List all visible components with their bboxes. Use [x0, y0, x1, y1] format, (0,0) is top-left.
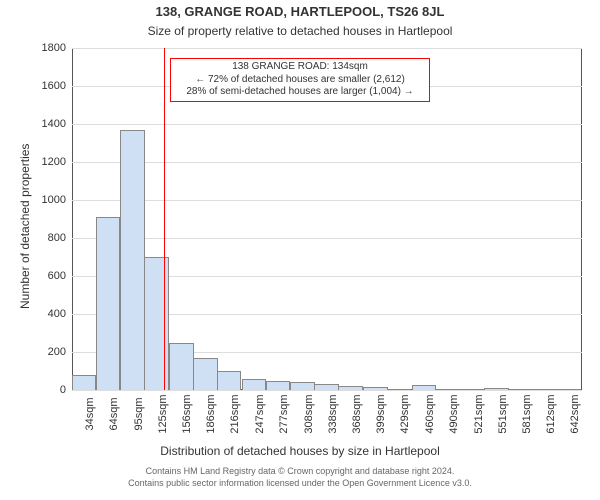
x-tick-label: 308sqm — [299, 394, 315, 433]
x-tick-label: 338sqm — [323, 394, 339, 433]
y-tick-label: 800 — [48, 232, 72, 244]
x-tick-label: 399sqm — [371, 394, 387, 433]
x-tick-label: 429sqm — [395, 394, 411, 433]
footer-line-2: Contains public sector information licen… — [0, 478, 600, 488]
y-tick-label: 600 — [48, 270, 72, 282]
gridline-h — [72, 200, 582, 201]
x-tick-label: 521sqm — [469, 394, 485, 433]
bar — [508, 389, 533, 390]
x-tick-label: 95sqm — [129, 397, 145, 430]
x-tick-label: 125sqm — [153, 394, 169, 433]
x-axis-label: Distribution of detached houses by size … — [0, 444, 600, 458]
x-tick-label: 612sqm — [541, 394, 557, 433]
gridline-h — [72, 162, 582, 163]
chart-subtitle: Size of property relative to detached ho… — [0, 24, 600, 38]
chart-title: 138, GRANGE ROAD, HARTLEPOOL, TS26 8JL — [0, 4, 600, 19]
x-tick-label: 186sqm — [201, 394, 217, 433]
bar — [436, 389, 461, 390]
y-axis-label: Number of detached properties — [18, 144, 32, 309]
x-tick-label: 277sqm — [274, 394, 290, 433]
bar — [242, 379, 267, 390]
footer-line-1: Contains HM Land Registry data © Crown c… — [0, 466, 600, 476]
y-tick-label: 200 — [48, 346, 72, 358]
bar — [169, 343, 194, 391]
bar — [96, 217, 121, 390]
y-tick-label: 400 — [48, 308, 72, 320]
x-tick-label: 64sqm — [104, 397, 120, 430]
bar — [484, 388, 509, 390]
bar — [412, 385, 437, 390]
gridline-h — [72, 124, 582, 125]
gridline-h — [72, 390, 582, 391]
x-tick-label: 34sqm — [80, 397, 96, 430]
x-tick-label: 490sqm — [444, 394, 460, 433]
bar — [557, 389, 582, 390]
x-tick-label: 581sqm — [517, 394, 533, 433]
plot-area: 02004006008001000120014001600180034sqm64… — [72, 48, 582, 390]
bar — [460, 389, 485, 390]
gridline-h — [72, 48, 582, 49]
bar — [338, 386, 363, 390]
gridline-h — [72, 238, 582, 239]
annotation-line: ← 72% of detached houses are smaller (2,… — [177, 74, 423, 87]
x-tick-label: 216sqm — [225, 394, 241, 433]
bar — [193, 358, 218, 390]
bar — [290, 382, 315, 390]
y-tick-label: 1000 — [42, 194, 72, 206]
x-tick-label: 551sqm — [493, 394, 509, 433]
bar — [314, 384, 339, 390]
x-tick-label: 642sqm — [565, 394, 581, 433]
chart-container: { "title": "138, GRANGE ROAD, HARTLEPOOL… — [0, 0, 600, 500]
x-tick-label: 460sqm — [420, 394, 436, 433]
bar — [266, 381, 291, 391]
annotation-line: 138 GRANGE ROAD: 134sqm — [177, 61, 423, 74]
y-tick-label: 1400 — [42, 118, 72, 130]
y-tick-label: 0 — [60, 384, 72, 396]
reference-line — [164, 48, 165, 390]
bar — [72, 375, 97, 390]
y-tick-label: 1800 — [42, 42, 72, 54]
y-tick-label: 1600 — [42, 80, 72, 92]
annotation-line: 28% of semi-detached houses are larger (… — [177, 86, 423, 99]
y-tick-label: 1200 — [42, 156, 72, 168]
x-tick-label: 156sqm — [177, 394, 193, 433]
annotation-box: 138 GRANGE ROAD: 134sqm← 72% of detached… — [170, 58, 430, 102]
x-tick-label: 247sqm — [250, 394, 266, 433]
x-tick-label: 368sqm — [347, 394, 363, 433]
bar — [363, 387, 388, 390]
bar — [533, 389, 558, 390]
bar — [387, 389, 412, 390]
bar — [144, 257, 169, 390]
bar — [120, 130, 145, 390]
bar — [217, 371, 242, 390]
